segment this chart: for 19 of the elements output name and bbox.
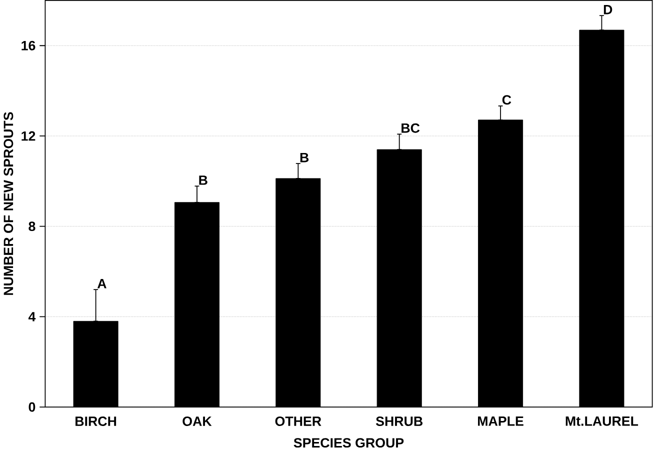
y-tick-label: 16 xyxy=(22,40,36,50)
annotation: D xyxy=(604,4,612,14)
y-tick-label: 8 xyxy=(28,221,36,231)
annotation: B xyxy=(300,152,309,162)
x-tick-label: OTHER xyxy=(275,416,322,426)
y-axis-title: NUMBER OF NEW SPROUTS xyxy=(4,112,14,295)
x-tick-label: BIRCH xyxy=(76,416,116,426)
x-tick-label: MAPLE xyxy=(478,416,524,426)
y-tick-label: 12 xyxy=(22,131,36,140)
x-tick-label: SHRUB xyxy=(376,416,422,426)
annotation: C xyxy=(502,94,512,104)
x-tick-label: Mt.LAUREL xyxy=(566,416,638,426)
x-axis-title: SPECIES GROUP xyxy=(294,438,404,448)
annotation: BC xyxy=(402,123,420,133)
x-tick-label: OAK xyxy=(182,416,212,426)
annotation: A xyxy=(97,278,106,288)
y-tick-label: 4 xyxy=(28,312,36,322)
annotation: B xyxy=(199,175,208,185)
y-tick-label: 0 xyxy=(28,402,36,412)
